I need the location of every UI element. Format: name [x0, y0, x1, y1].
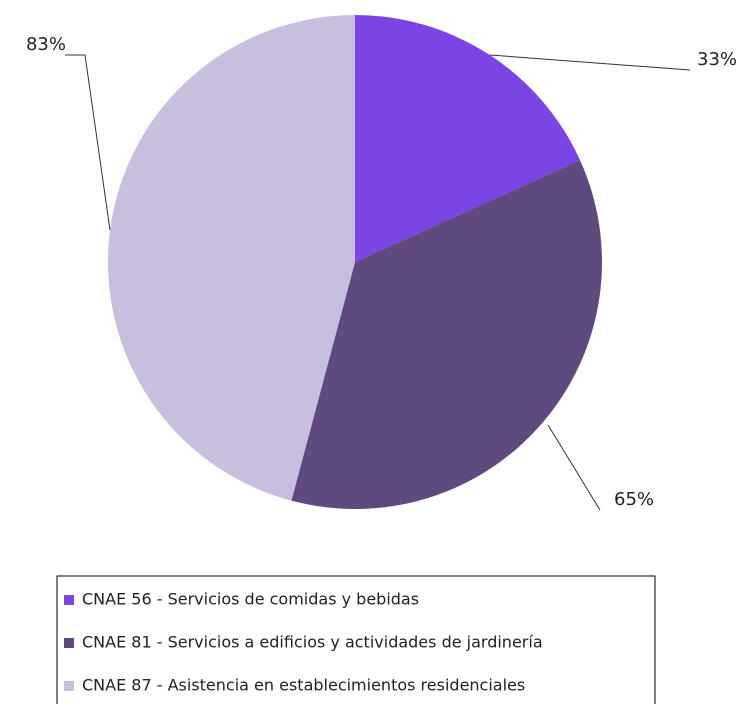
pie-slice: [355, 15, 581, 262]
data-label: 65%: [614, 489, 654, 510]
legend-swatch: [64, 595, 74, 605]
legend-label: CNAE 81 - Servicios a edificios y activi…: [82, 633, 543, 652]
leader-line: [489, 54, 691, 71]
leader-line: [547, 424, 601, 511]
legend-swatch: [64, 638, 74, 648]
leader-line: [65, 54, 111, 231]
legend-box: [56, 575, 656, 704]
legend-swatch: [64, 681, 74, 691]
data-label: 33%: [697, 49, 737, 70]
legend-label: CNAE 56 - Servicios de comidas y bebidas: [82, 590, 419, 609]
pie-slice: [291, 160, 602, 509]
pie-slice: [107, 15, 355, 501]
data-label: 83%: [26, 34, 66, 55]
legend-label: CNAE 87 - Asistencia en establecimientos…: [82, 676, 525, 695]
legend: CNAE 56 - Servicios de comidas y bebidas…: [64, 590, 543, 695]
